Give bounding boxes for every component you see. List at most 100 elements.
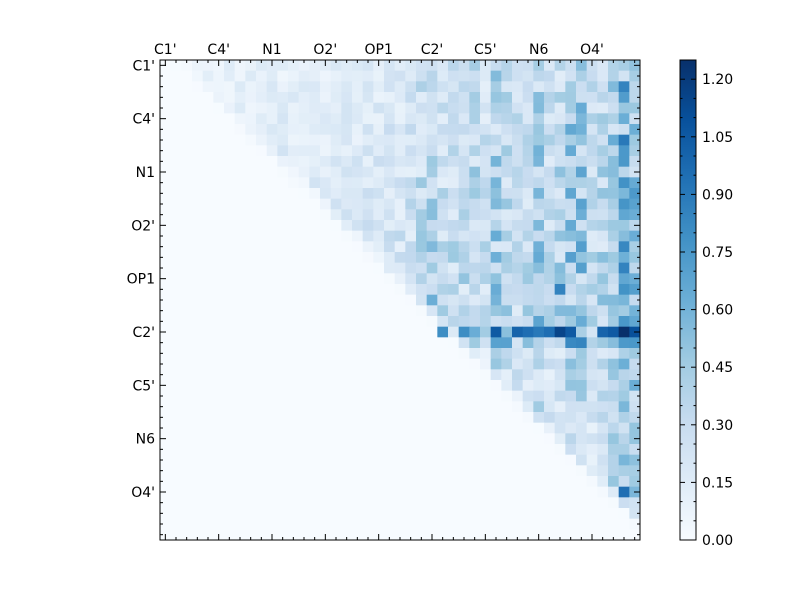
heatmap-cell <box>458 294 470 306</box>
heatmap-cell <box>384 166 396 178</box>
heatmap-cell <box>277 102 289 114</box>
heatmap-cell <box>160 124 172 136</box>
heatmap-cell <box>362 92 374 104</box>
heatmap-cell <box>512 102 524 114</box>
heatmap-cell <box>565 70 577 82</box>
heatmap-cell <box>554 380 566 392</box>
heatmap-cell <box>501 81 513 93</box>
heatmap-cell <box>341 465 353 477</box>
heatmap-cell <box>277 209 289 221</box>
heatmap-cell <box>224 476 236 488</box>
heatmap-cell <box>362 166 374 178</box>
heatmap-cell <box>394 124 406 136</box>
heatmap-cell <box>565 230 577 242</box>
heatmap-cell <box>384 337 396 349</box>
heatmap-cell <box>469 433 481 445</box>
heatmap-cell <box>256 241 268 253</box>
heatmap-cell <box>341 273 353 285</box>
heatmap-cell <box>213 262 225 274</box>
heatmap-cell <box>512 358 524 370</box>
heatmap-cell <box>618 476 630 488</box>
heatmap-cell <box>490 518 502 530</box>
heatmap-cell <box>277 412 289 424</box>
heatmap-cell <box>362 422 374 434</box>
heatmap-cell <box>469 284 481 296</box>
heatmap-cell <box>320 252 332 264</box>
heatmap-cell <box>298 348 310 360</box>
heatmap-cell <box>405 294 417 306</box>
heatmap-cell <box>618 294 630 306</box>
heatmap-cell <box>597 102 609 114</box>
heatmap-cell <box>512 476 524 488</box>
heatmap-cell <box>362 177 374 189</box>
heatmap-cell <box>458 337 470 349</box>
heatmap-cell <box>341 60 353 72</box>
heatmap-cell <box>362 508 374 520</box>
heatmap-cell <box>576 198 588 210</box>
heatmap-cell <box>320 337 332 349</box>
heatmap-cell <box>480 305 492 317</box>
heatmap-cell <box>586 220 598 232</box>
heatmap-cell <box>437 102 449 114</box>
heatmap-cell <box>362 401 374 413</box>
heatmap-cell <box>405 241 417 253</box>
heatmap-cell <box>576 124 588 136</box>
heatmap-cell <box>394 454 406 466</box>
heatmap-cell <box>362 220 374 232</box>
heatmap-cell <box>309 529 321 541</box>
heatmap-cell <box>245 316 257 328</box>
heatmap-cell <box>405 476 417 488</box>
heatmap-cell <box>533 188 545 200</box>
heatmap-cell <box>522 273 534 285</box>
heatmap-cell <box>373 188 385 200</box>
heatmap-cell <box>288 433 300 445</box>
heatmap-cell <box>448 518 460 530</box>
heatmap-cell <box>320 518 332 530</box>
heatmap-cell <box>245 220 257 232</box>
heatmap-cell <box>181 326 193 338</box>
heatmap-cell <box>416 348 428 360</box>
heatmap-cell <box>298 284 310 296</box>
heatmap-cell <box>522 220 534 232</box>
heatmap-cell <box>256 252 268 264</box>
heatmap-cell <box>288 209 300 221</box>
heatmap-cell <box>362 326 374 338</box>
heatmap-cell <box>405 369 417 381</box>
heatmap-cell <box>458 454 470 466</box>
heatmap-cell <box>170 518 182 530</box>
heatmap-cell <box>576 60 588 72</box>
heatmap-cell <box>352 497 364 509</box>
heatmap-cell <box>330 518 342 530</box>
heatmap-cell <box>405 412 417 424</box>
heatmap-cell <box>320 380 332 392</box>
heatmap-cell <box>405 316 417 328</box>
heatmap-cell <box>544 156 556 168</box>
heatmap-cell <box>405 380 417 392</box>
heatmap-cell <box>544 124 556 136</box>
heatmap-cell <box>256 60 268 72</box>
heatmap-cell <box>533 337 545 349</box>
heatmap-cell <box>512 284 524 296</box>
heatmap-cell <box>618 412 630 424</box>
heatmap-cell <box>320 465 332 477</box>
heatmap-cell <box>533 380 545 392</box>
y-tick-label: O2' <box>131 218 155 234</box>
heatmap-cell <box>373 433 385 445</box>
heatmap-cell <box>458 497 470 509</box>
heatmap-cell <box>373 476 385 488</box>
heatmap-cell <box>224 188 236 200</box>
heatmap-cell <box>181 401 193 413</box>
heatmap-cell <box>245 529 257 541</box>
heatmap-cell <box>597 273 609 285</box>
heatmap-cell <box>426 145 438 157</box>
heatmap-cell <box>565 241 577 253</box>
heatmap-cell <box>544 476 556 488</box>
heatmap-cell <box>501 401 513 413</box>
heatmap-cell <box>608 358 620 370</box>
colorbar-tick-label: 0.00 <box>702 533 733 549</box>
heatmap-cell <box>330 422 342 434</box>
heatmap-cell <box>480 102 492 114</box>
heatmap-cell <box>480 454 492 466</box>
heatmap-cell <box>298 465 310 477</box>
heatmap-cell <box>416 284 428 296</box>
